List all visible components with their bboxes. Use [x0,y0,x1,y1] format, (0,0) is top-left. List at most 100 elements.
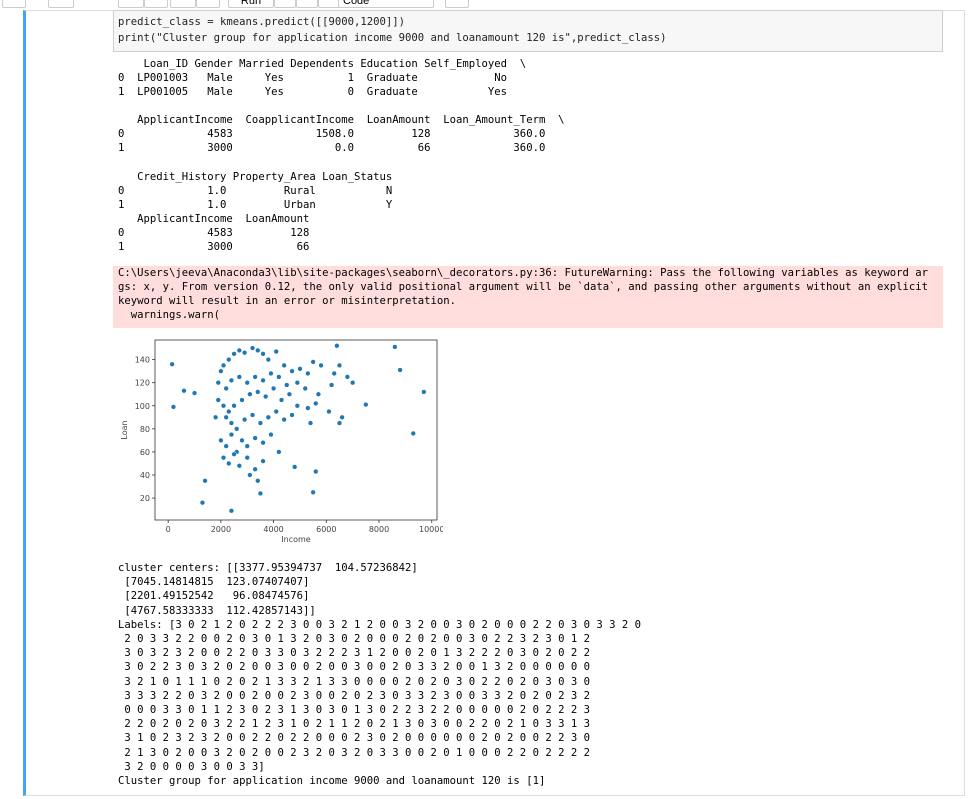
point [220,403,227,409]
keyboard-button[interactable] [445,0,469,8]
point [318,362,324,369]
point [255,478,261,484]
result-line: 2 1 3 0 2 0 0 3 2 0 2 0 0 2 3 2 0 3 2 0 … [118,746,590,759]
point [244,455,250,461]
add-button[interactable] [48,0,74,8]
point [289,368,295,374]
result-line: 3 0 2 2 3 0 3 2 0 2 0 0 3 0 0 2 0 0 3 0 … [118,661,590,674]
dataframe-line: Loan_ID Gender Married Dependents Educat… [118,58,527,70]
dataframe-line: 0 1.0 Rural N [118,185,393,198]
point [244,380,250,386]
cut-button[interactable] [118,0,144,8]
save-button[interactable] [2,0,26,8]
code-line: print("Cluster group for application inc… [118,32,667,44]
result-line: 3 1 0 2 3 2 3 2 0 0 2 2 0 2 2 0 0 0 2 3 … [118,732,590,745]
point [273,408,279,415]
point [218,368,224,374]
point [268,431,274,438]
point [334,343,340,349]
point [223,385,229,392]
y-tick-label: 140 [135,356,150,365]
dataframe-line: 1 3000 0.0 66 360.0 [118,142,546,155]
point [294,380,300,386]
cell-type-select[interactable]: Code [338,0,434,8]
point [260,377,266,384]
result-line: 2 0 3 3 2 2 0 0 2 0 3 0 1 3 2 0 3 0 2 0 … [118,633,590,645]
point [260,458,266,464]
y-tick-label: 60 [140,448,150,457]
point [328,382,335,388]
result-line: [4767.58333333 112.42857143]] [118,604,316,617]
point [191,390,198,396]
point [350,380,356,386]
dataframe-line: ApplicantIncome CoapplicantIncome LoanAm… [118,114,565,126]
scatter-chart: Income Loan 0 2000 4000 6000 8000 10000 20 40 60… [120,339,443,544]
point [410,430,416,437]
point [326,408,332,415]
point [231,351,237,357]
result-line: cluster centers: [[3377.95394737 104.572… [118,562,418,574]
point [215,397,221,403]
stop-button[interactable] [274,0,296,8]
point [228,431,235,438]
copy-button[interactable] [144,0,168,8]
point [228,377,235,384]
point [212,414,219,420]
point [302,385,308,392]
point [310,359,316,365]
point [315,391,322,397]
point [241,350,248,356]
point [249,345,256,351]
y-axis-label: Loan [120,420,129,439]
result-line: 3 2 1 0 1 1 1 0 2 0 2 1 3 3 2 1 3 3 0 0 … [118,675,590,688]
point [220,455,227,461]
point [307,420,314,426]
point [236,463,242,469]
point [289,412,295,418]
y-tick-label: 100 [135,402,150,411]
move-up-button[interactable] [170,0,196,8]
point [226,460,232,467]
warning-line: keyword will result in an error or misin… [118,295,457,307]
result-line: Cluster group for application income 900… [118,775,546,787]
point [273,348,279,355]
point [228,420,235,426]
point [241,416,248,423]
run-button[interactable]: Run [228,0,274,8]
dataframe-line: Credit_History Property_Area Loan_Status [118,171,393,183]
code-input[interactable] [113,10,943,52]
restart-button[interactable] [296,0,318,8]
point [218,437,224,444]
dataframe-line: ApplicantIncome LoanAmount [118,213,310,225]
warning-line: warnings.warn( [118,309,221,321]
point [363,401,369,408]
point [228,508,235,514]
move-down-button[interactable] [196,0,220,8]
point [257,490,264,497]
warning-line: gs: x, y. From version 0.12, the only va… [118,281,929,293]
point [286,391,293,397]
warning-line: C:\Users\jeeva\Anaconda3\lib\site-packag… [118,267,929,279]
point [252,374,258,380]
point [292,464,298,470]
point [281,416,287,423]
point [239,437,245,444]
point [263,393,269,400]
x-tick-label: 4000 [263,525,283,534]
point [260,351,266,357]
result-line: 0 0 0 3 3 0 1 1 2 3 0 2 3 1 3 0 3 0 1 3 … [118,704,590,716]
point [257,420,264,426]
point [297,366,303,372]
point [260,440,266,446]
y-tick-label: 20 [140,494,150,503]
point [281,362,287,369]
result-line: Labels: [3 0 2 1 2 0 2 2 2 3 0 0 3 2 1 2… [118,618,641,631]
run-all-button[interactable] [318,0,340,8]
y-tick-label: 120 [135,379,150,388]
point [305,405,311,411]
point [255,347,261,354]
point [294,403,300,409]
result-line: [7045.14814815 123.07407407] [118,576,310,589]
point [331,370,337,377]
point [231,451,237,457]
